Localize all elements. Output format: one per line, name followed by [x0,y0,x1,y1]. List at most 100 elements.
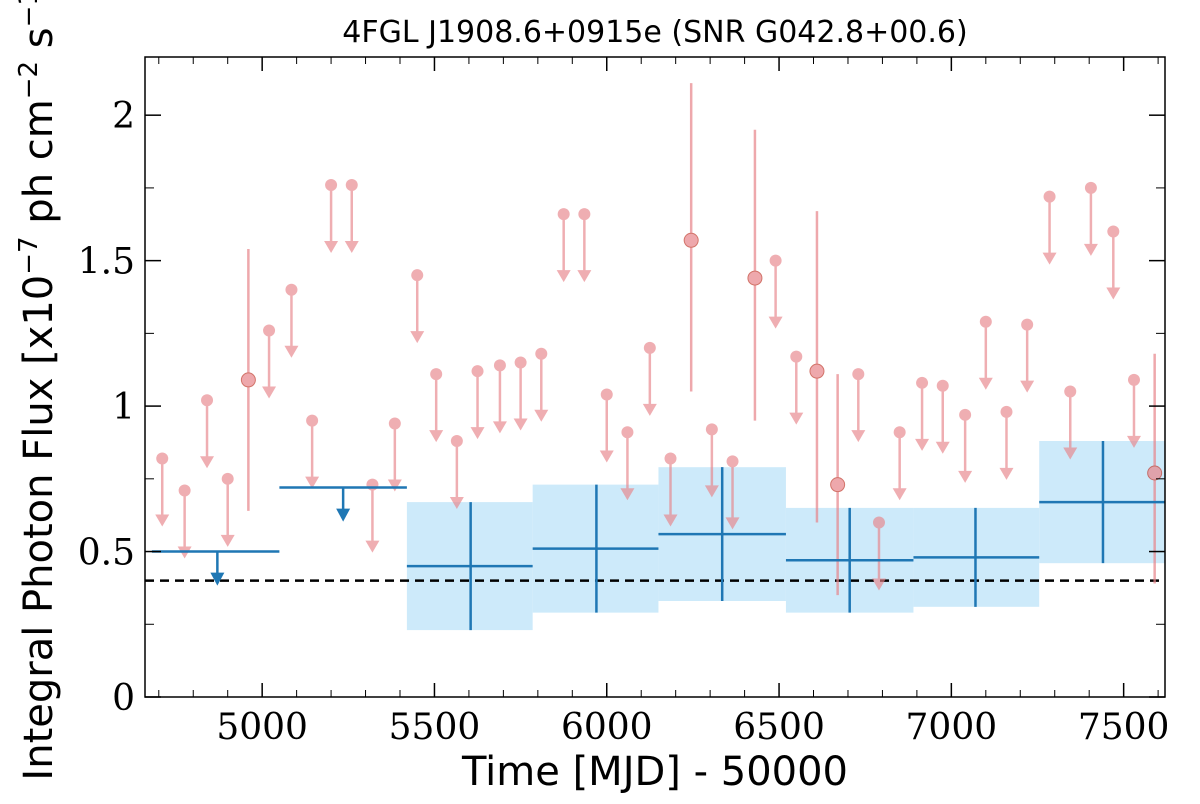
short-upper-limit-37 [1042,190,1057,265]
short-upper-limit-arrowhead [892,488,907,501]
plot-frame [144,56,1166,698]
short-upper-limit-arrowhead [155,514,170,527]
x-tick-label: 5000 [216,707,308,748]
short-upper-limit-marker [726,455,739,468]
short-upper-limit-arrowhead [449,497,464,509]
short-upper-limit-arrowhead [935,441,950,454]
short-upper-limit-18 [556,208,571,283]
short-upper-limit-marker [557,208,570,221]
short-upper-limit-0 [155,452,170,527]
short-upper-limit-marker [1064,385,1077,398]
short-upper-limit-marker [979,315,992,328]
short-upper-limit-arrowhead [915,438,930,451]
x-tick-label: 6500 [733,707,825,748]
short-upper-limit-marker [471,365,484,378]
y-axis-label-main: Integral Photon Flux [x10 [16,275,62,781]
y-axis-label-exp2: −2 [14,61,44,99]
short-upper-limit-marker [514,356,527,369]
short-upper-limit-22 [642,341,657,416]
short-upper-limit-arrowhead [978,377,993,390]
short-detection-marker [830,477,846,493]
short-upper-limit-16 [513,356,528,431]
short-upper-limit-38 [1063,385,1078,460]
short-upper-limit-arrowhead [1042,252,1057,265]
short-detection-3 [809,211,825,523]
short-upper-limit-23 [663,452,678,527]
short-upper-limit-marker [664,452,677,465]
y-tick-label: 1 [112,387,135,428]
short-upper-limit-marker [178,484,191,497]
short-upper-limit-marker [790,350,803,363]
short-upper-limit-13 [449,435,464,509]
short-upper-limit-31 [915,376,930,451]
x-axis-label: Time [MJD] - 50000 [461,749,848,795]
short-upper-limit-17 [534,347,549,422]
short-upper-limit-arrowhead [577,270,592,283]
short-upper-limit-26 [768,254,783,329]
short-upper-limit-34 [978,315,993,390]
short-bin-series [155,83,1163,596]
short-upper-limit-marker [388,417,401,430]
short-detection-5 [1147,353,1163,584]
long-upper-limit-arrowhead [210,572,225,586]
short-upper-limit-39 [1083,181,1098,256]
long-detection-1 [532,484,659,613]
long-detection-2 [658,467,786,601]
y-axis-label-exp: −7 [14,236,44,274]
short-upper-limit-arrowhead [1106,287,1121,300]
short-upper-limit-marker [306,414,319,427]
x-tick-label: 7000 [906,707,998,748]
short-upper-limit-marker [916,376,929,389]
y-tick-label: 0 [112,678,135,719]
short-upper-limit-marker [959,408,972,421]
short-upper-limit-arrowhead [704,485,719,498]
short-upper-limit-28 [851,368,866,443]
short-upper-limit-3 [220,472,235,547]
short-upper-limit-32 [935,379,950,454]
short-upper-limit-arrowhead [871,578,886,591]
short-detection-marker [1147,465,1163,481]
short-upper-limit-6 [305,414,320,489]
short-upper-limit-marker [621,426,634,439]
short-detection-0 [240,249,256,511]
short-upper-limit-20 [599,388,614,463]
short-upper-limit-arrowhead [262,386,277,399]
short-detection-marker [683,232,699,248]
short-upper-limit-24 [704,423,719,498]
long-upper-limit-arrowhead [336,508,351,522]
short-upper-limit-arrowhead [429,430,444,443]
chart-title: 4FGL J1908.6+0915e (SNR G042.8+00.6) [342,15,967,50]
short-upper-limit-marker [872,516,885,529]
short-upper-limit-arrowhead [387,479,402,492]
short-upper-limit-arrowhead [1126,435,1141,448]
short-upper-limit-marker [936,379,949,392]
x-tick-label: 5500 [389,707,481,748]
short-upper-limit-arrowhead [470,427,485,440]
y-axis-label: Integral Photon Flux [x10−7 ph cm−2 s−1] [14,0,62,781]
short-upper-limit-25 [725,455,740,530]
short-upper-limit-arrowhead [958,470,973,483]
short-upper-limit-arrowhead [725,517,740,530]
short-upper-limit-9 [365,478,380,553]
short-upper-limit-marker [430,368,443,381]
long-upper-limit-1 [279,486,407,522]
short-upper-limit-marker [893,426,906,439]
short-upper-limit-marker [285,283,298,296]
long-detection-0 [406,502,533,631]
short-upper-limit-27 [789,350,804,425]
short-upper-limit-12 [429,368,444,443]
short-upper-limit-marker [769,254,782,267]
short-upper-limit-arrowhead [200,456,215,469]
short-upper-limit-35 [999,405,1014,480]
short-upper-limit-41 [1126,373,1141,448]
short-upper-limit-arrowhead [1020,380,1035,393]
short-upper-limit-arrowhead [1083,243,1098,256]
short-upper-limit-arrowhead [534,409,549,422]
x-tick-label: 6000 [561,707,653,748]
short-upper-limit-marker [578,208,591,221]
x-tick-label: 7500 [1078,707,1170,748]
short-upper-limit-29 [871,516,886,591]
short-upper-limit-marker [852,368,865,381]
short-detection-1 [683,83,699,392]
